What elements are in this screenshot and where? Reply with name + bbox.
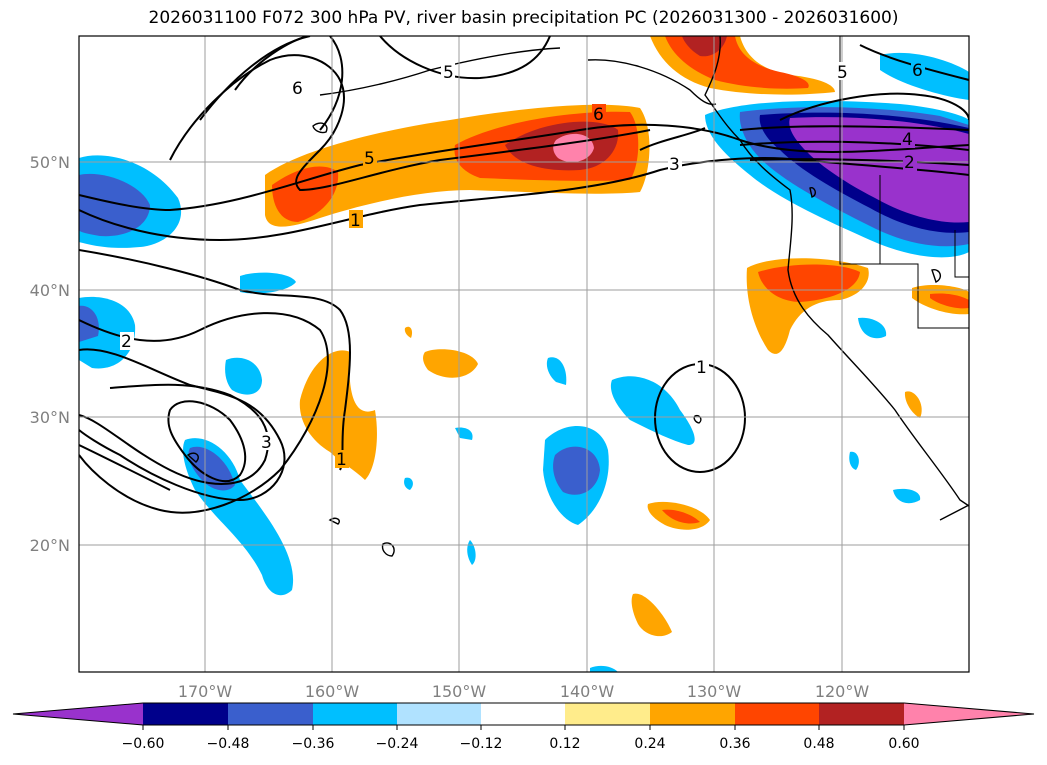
- state-borders: [839, 36, 969, 329]
- latitude-labels: 50°N 40°N 30°N 20°N: [30, 153, 70, 555]
- colorbar-extend-max: [904, 703, 1034, 725]
- colorbar-tick-label: −0.36: [292, 736, 335, 752]
- colorbar-tick-label: −0.24: [376, 736, 419, 752]
- colorbar-tick-label: 0.24: [634, 736, 665, 752]
- colorbar-segment: [481, 703, 565, 725]
- lat-label: 20°N: [30, 536, 70, 555]
- contour-label: 1: [336, 450, 347, 470]
- colorbar-tick-label: 0.36: [719, 736, 750, 752]
- contour-label: 5: [837, 63, 848, 83]
- lat-label: 30°N: [30, 408, 70, 427]
- contour-label: 5: [443, 63, 454, 83]
- contour-labels: 6 5 5 6 5 6 4 3 2 1 2 3 1 1: [120, 60, 925, 470]
- contour-label: 5: [364, 149, 375, 169]
- contour-label: 6: [912, 61, 923, 81]
- colorbar-tick-label: 0.48: [803, 736, 834, 752]
- contour-label: 2: [121, 332, 132, 352]
- map-frame: [78, 35, 970, 673]
- colorbar-segment: [397, 703, 481, 725]
- contour-label: 1: [350, 211, 361, 231]
- lat-label: 50°N: [30, 153, 70, 172]
- lon-label: 150°W: [432, 682, 487, 701]
- contour-label: 3: [669, 155, 680, 175]
- contour-label: 1: [696, 358, 707, 378]
- colorbar-tick-label: 0.12: [549, 736, 580, 752]
- colorbar-tick-label: 0.60: [888, 736, 919, 752]
- lon-label: 160°W: [305, 682, 360, 701]
- colorbar-segment: [228, 703, 313, 725]
- colorbar-segment: [565, 703, 650, 725]
- colorbar-segment: [143, 703, 228, 725]
- colorbar-segment: [650, 703, 735, 725]
- colorbar-segment: [735, 703, 819, 725]
- colorbar-extend-min: [13, 703, 143, 725]
- lon-label: 130°W: [687, 682, 742, 701]
- lat-label: 40°N: [30, 281, 70, 300]
- contour-label: 4: [902, 130, 913, 150]
- colorbar-segment: [819, 703, 904, 725]
- map-title: 2026031100 F072 300 hPa PV, river basin …: [148, 8, 899, 28]
- colorbar-tick-label: −0.48: [207, 736, 250, 752]
- contour-label: 6: [593, 105, 604, 125]
- colorbar: −0.60 −0.48 −0.36 −0.24 −0.12 0.12 0.24 …: [12, 702, 1035, 752]
- graticule: [79, 36, 969, 672]
- lon-label: 140°W: [560, 682, 615, 701]
- colorbar-segment: [313, 703, 397, 725]
- contour-label: 2: [904, 153, 915, 173]
- colorbar-tick-label: −0.12: [460, 736, 503, 752]
- lon-label: 170°W: [178, 682, 233, 701]
- lon-label: 120°W: [815, 682, 870, 701]
- colorbar-tick-label: −0.60: [122, 736, 165, 752]
- longitude-labels: 170°W 160°W 150°W 140°W 130°W 120°W: [178, 682, 870, 701]
- contour-label: 3: [261, 433, 272, 453]
- contour-label: 6: [292, 79, 303, 99]
